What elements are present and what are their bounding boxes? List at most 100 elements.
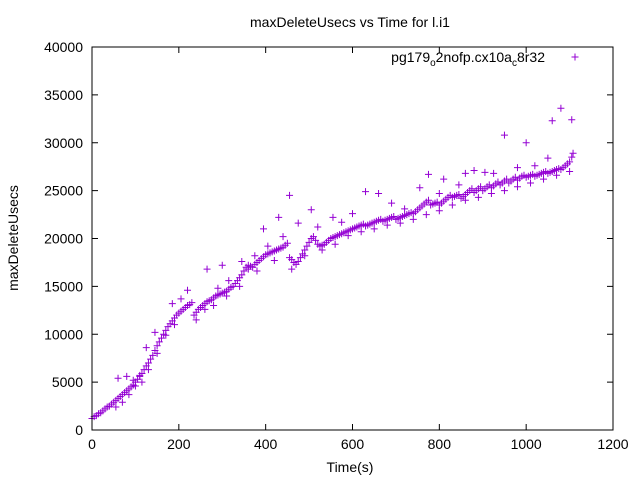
data-point — [184, 286, 192, 294]
chart-title: maxDeleteUsecs vs Time for l.i1 — [250, 14, 450, 30]
data-point — [240, 267, 248, 275]
y-tick-label: 15000 — [44, 278, 83, 294]
data-point — [112, 403, 120, 411]
data-point — [461, 196, 469, 204]
data-point — [455, 190, 463, 198]
data-point — [487, 189, 495, 197]
data-point — [329, 213, 337, 221]
data-point — [344, 232, 352, 240]
data-point — [448, 201, 456, 209]
data-point — [129, 376, 137, 384]
data-point — [138, 378, 146, 386]
data-point — [490, 169, 498, 177]
y-axis-label: maxDeleteUsecs — [5, 185, 21, 291]
data-point — [422, 211, 430, 219]
x-tick-label: 400 — [254, 436, 278, 452]
legend-plus-marker — [571, 53, 579, 61]
data-point — [192, 316, 200, 324]
data-point — [142, 344, 150, 352]
y-tick-label: 5000 — [52, 374, 83, 390]
data-point — [435, 189, 443, 197]
data-point — [568, 153, 576, 161]
x-tick-label: 600 — [341, 436, 365, 452]
data-point — [177, 295, 185, 303]
y-tick-label: 35000 — [44, 87, 83, 103]
data-point — [569, 149, 577, 157]
data-point — [474, 193, 482, 201]
data-point — [305, 238, 313, 246]
x-tick-label: 1000 — [511, 436, 542, 452]
data-point — [238, 271, 246, 279]
data-point — [253, 267, 261, 275]
data-point — [225, 277, 233, 285]
x-axis-ticks: 0 200 400 600 800 1000 1200 — [88, 47, 629, 452]
data-point — [461, 169, 469, 177]
data-point — [201, 305, 209, 313]
y-tick-label: 30000 — [44, 135, 83, 151]
data-points — [88, 104, 577, 423]
data-point — [548, 117, 556, 125]
data-point — [566, 158, 574, 166]
data-point — [296, 254, 304, 262]
data-point — [147, 355, 155, 363]
data-point — [153, 342, 161, 350]
data-point — [157, 334, 165, 342]
data-point — [144, 359, 152, 367]
y-tick-label: 40000 — [44, 39, 83, 55]
x-tick-label: 200 — [167, 436, 191, 452]
data-point — [383, 221, 391, 229]
data-point — [401, 205, 409, 213]
data-point — [288, 265, 296, 273]
data-point — [151, 328, 159, 336]
data-point — [424, 170, 432, 178]
data-point — [118, 398, 126, 406]
data-point — [275, 213, 283, 221]
data-point — [477, 183, 485, 191]
x-tick-label: 1200 — [597, 436, 628, 452]
legend-text-part: 8r32 — [517, 49, 545, 65]
data-point — [214, 284, 222, 292]
data-point — [270, 257, 278, 265]
data-point — [286, 191, 294, 199]
data-point — [168, 300, 176, 308]
data-point — [362, 188, 370, 196]
y-tick-label: 20000 — [44, 231, 83, 247]
data-point — [349, 210, 356, 218]
data-point — [500, 131, 508, 139]
data-point — [440, 175, 448, 183]
data-point — [566, 167, 574, 175]
data-point — [455, 181, 463, 189]
data-point — [318, 246, 326, 254]
y-tick-label: 25000 — [44, 183, 83, 199]
data-point — [338, 218, 346, 226]
data-point — [435, 207, 443, 215]
data-point — [370, 225, 378, 233]
data-point — [236, 282, 244, 290]
data-point — [264, 242, 272, 250]
data-point — [470, 167, 478, 175]
y-axis-ticks: 0 5000 10000 15000 20000 25000 30000 35000 40000 — [44, 39, 613, 438]
legend-subscript: c — [512, 58, 517, 69]
legend-subscript: o — [430, 58, 436, 69]
data-point — [513, 164, 521, 172]
data-point — [218, 261, 226, 269]
data-point — [136, 371, 144, 379]
data-point — [331, 240, 339, 248]
data-point — [424, 196, 432, 204]
legend-marker — [571, 53, 579, 61]
data-point — [544, 154, 552, 162]
data-point — [553, 171, 561, 179]
data-point — [513, 183, 521, 191]
data-point — [294, 219, 302, 227]
data-point — [312, 236, 320, 244]
data-point — [388, 199, 396, 207]
data-point — [294, 257, 302, 265]
x-tick-label: 0 — [88, 436, 96, 452]
plot-frame — [91, 46, 614, 431]
data-point — [568, 116, 576, 124]
data-point — [238, 257, 246, 265]
legend-text-part: 2nofp.cx10a — [436, 49, 512, 65]
y-tick-label: 10000 — [44, 326, 83, 342]
data-point — [314, 223, 322, 231]
